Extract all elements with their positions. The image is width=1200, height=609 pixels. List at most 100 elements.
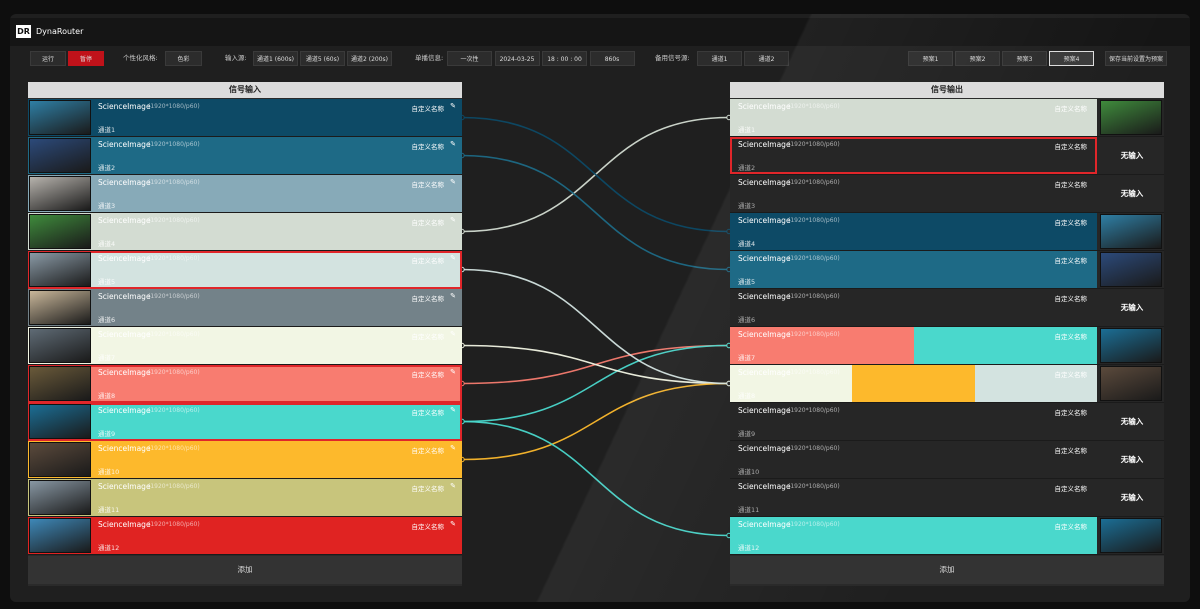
custom-name[interactable]: 自定义名称: [411, 295, 445, 303]
input-text: ScienceImage (1920*1080/p60) 自定义名称 通道10 ✎: [90, 441, 462, 478]
input-text: ScienceImage (1920*1080/p60) 自定义名称 通道7 ✎: [90, 327, 462, 364]
custom-name[interactable]: 自定义名称: [1054, 371, 1088, 379]
resolution: (1920*1080/p60): [148, 521, 200, 528]
custom-name[interactable]: 自定义名称: [1054, 333, 1088, 341]
input-row[interactable]: ScienceImage (1920*1080/p60) 自定义名称 通道11 ✎: [28, 479, 462, 517]
custom-name[interactable]: 自定义名称: [411, 181, 445, 189]
channel-label: 通道12: [98, 544, 120, 552]
input-row[interactable]: ScienceImage (1920*1080/p60) 自定义名称 通道8 ✎: [28, 365, 462, 403]
output-bar: ScienceImage (1920*1080/p60) 自定义名称 通道3: [730, 175, 1097, 212]
output-row[interactable]: ScienceImage (1920*1080/p60) 自定义名称 通道5: [730, 251, 1164, 289]
source-name: ScienceImage: [98, 254, 151, 263]
title-bar: DR DynaRouter: [10, 18, 1190, 46]
custom-name[interactable]: 自定义名称: [411, 333, 445, 341]
input-row[interactable]: ScienceImage (1920*1080/p60) 自定义名称 通道6 ✎: [28, 289, 462, 327]
source-segment: [730, 327, 915, 364]
preset-button[interactable]: 预案1: [908, 51, 953, 66]
custom-name[interactable]: 自定义名称: [411, 447, 445, 455]
custom-name[interactable]: 自定义名称: [411, 105, 445, 113]
run-button[interactable]: 运行: [30, 51, 66, 66]
custom-name[interactable]: 自定义名称: [411, 409, 445, 417]
input-row[interactable]: ScienceImage (1920*1080/p60) 自定义名称 通道2 ✎: [28, 137, 462, 175]
input-row[interactable]: ScienceImage (1920*1080/p60) 自定义名称 通道5 ✎: [28, 251, 462, 289]
custom-name[interactable]: 自定义名称: [1054, 257, 1088, 265]
output-row[interactable]: ScienceImage (1920*1080/p60) 自定义名称 通道3 无输入: [730, 175, 1164, 213]
custom-name[interactable]: 自定义名称: [411, 219, 445, 227]
resolution: (1920*1080/p60): [788, 407, 840, 414]
custom-name[interactable]: 自定义名称: [411, 371, 445, 379]
custom-name[interactable]: 自定义名称: [411, 143, 445, 151]
output-row[interactable]: ScienceImage (1920*1080/p60) 自定义名称 通道4: [730, 213, 1164, 251]
output-row[interactable]: ScienceImage (1920*1080/p60) 自定义名称 通道10 无输入: [730, 441, 1164, 479]
custom-name[interactable]: 自定义名称: [1054, 409, 1088, 417]
connection-line: [461, 420, 730, 537]
broadcast-field[interactable]: 2024-03-25: [494, 51, 540, 66]
edit-icon: ✎: [450, 482, 456, 490]
output-row[interactable]: ScienceImage (1920*1080/p60) 自定义名称 通道7: [730, 327, 1164, 365]
custom-name[interactable]: 自定义名称: [1054, 181, 1088, 189]
source-segment: [974, 365, 1097, 402]
backup-button[interactable]: 通道1: [697, 51, 742, 66]
source-name: ScienceImage: [738, 292, 791, 301]
input-row[interactable]: ScienceImage (1920*1080/p60) 自定义名称 通道4 ✎: [28, 213, 462, 251]
output-row[interactable]: ScienceImage (1920*1080/p60) 自定义名称 通道1: [730, 99, 1164, 137]
custom-name[interactable]: 自定义名称: [411, 257, 445, 265]
input-row[interactable]: ScienceImage (1920*1080/p60) 自定义名称 通道1 ✎: [28, 99, 462, 137]
add-button[interactable]: 添加: [730, 556, 1164, 584]
edit-icon: ✎: [450, 368, 456, 376]
output-row[interactable]: ScienceImage (1920*1080/p60) 自定义名称 通道2 无输入: [730, 137, 1164, 175]
resolution: (1920*1080/p60): [788, 179, 840, 186]
source-name: ScienceImage: [98, 406, 151, 415]
preset-button[interactable]: 预案4: [1049, 51, 1094, 66]
input-text: ScienceImage (1920*1080/p60) 自定义名称 通道5 ✎: [90, 251, 462, 288]
output-row[interactable]: ScienceImage (1920*1080/p60) 自定义名称 通道8: [730, 365, 1164, 403]
resolution: (1920*1080/p60): [788, 331, 840, 338]
backup-button[interactable]: 通道2: [744, 51, 789, 66]
preset-button[interactable]: 预案2: [955, 51, 1000, 66]
output-row[interactable]: ScienceImage (1920*1080/p60) 自定义名称 通道11 无输入: [730, 479, 1164, 517]
channel-label: 通道2: [738, 164, 756, 172]
custom-name[interactable]: 自定义名称: [1054, 523, 1088, 531]
custom-name[interactable]: 自定义名称: [1054, 219, 1088, 227]
resolution: (1920*1080/p60): [148, 293, 200, 300]
custom-name[interactable]: 自定义名称: [411, 523, 445, 531]
custom-name[interactable]: 自定义名称: [1054, 295, 1088, 303]
source-segment: [730, 213, 1097, 250]
input-row[interactable]: ScienceImage (1920*1080/p60) 自定义名称 通道7 ✎: [28, 327, 462, 365]
resolution: (1920*1080/p60): [148, 445, 200, 452]
input-thumbnail: [29, 214, 91, 249]
input-text: ScienceImage (1920*1080/p60) 自定义名称 通道4 ✎: [90, 213, 462, 250]
add-button[interactable]: 添加: [28, 556, 462, 584]
broadcast-field[interactable]: 860s: [589, 51, 635, 66]
custom-name[interactable]: 自定义名称: [1054, 105, 1088, 113]
output-row[interactable]: ScienceImage (1920*1080/p60) 自定义名称 通道6 无输入: [730, 289, 1164, 327]
custom-name[interactable]: 自定义名称: [1054, 143, 1088, 151]
output-row[interactable]: ScienceImage (1920*1080/p60) 自定义名称 通道9 无输入: [730, 403, 1164, 441]
resolution: (1920*1080/p60): [788, 445, 840, 452]
channel-label: 通道5: [738, 278, 756, 286]
output-row[interactable]: ScienceImage (1920*1080/p60) 自定义名称 通道12: [730, 517, 1164, 555]
custom-name[interactable]: 自定义名称: [1054, 447, 1088, 455]
output-thumbnail: [1100, 328, 1162, 363]
input-row[interactable]: ScienceImage (1920*1080/p60) 自定义名称 通道10 ✎: [28, 441, 462, 479]
input-row[interactable]: ScienceImage (1920*1080/p60) 自定义名称 通道3 ✎: [28, 175, 462, 213]
custom-name[interactable]: 自定义名称: [1054, 485, 1088, 493]
preset-button[interactable]: 预案3: [1002, 51, 1047, 66]
custom-name[interactable]: 自定义名称: [411, 485, 445, 493]
channel-label: 通道9: [98, 430, 116, 438]
input-source-button[interactable]: 通道1 (600s): [253, 51, 298, 66]
pause-button[interactable]: 暂停: [68, 51, 104, 66]
output-thumbnail: [1100, 366, 1162, 401]
style-select[interactable]: 色彩: [165, 51, 202, 66]
input-row[interactable]: ScienceImage (1920*1080/p60) 自定义名称 通道9 ✎: [28, 403, 462, 441]
save-preset-button[interactable]: 保存当前设置为预案: [1105, 51, 1167, 66]
logo: DR: [16, 25, 31, 38]
input-source-button[interactable]: 通道5 (60s): [300, 51, 345, 66]
input-source-button[interactable]: 通道2 (200s): [347, 51, 392, 66]
broadcast-field[interactable]: 18 : 00 : 00: [542, 51, 587, 66]
resolution: (1920*1080/p60): [148, 103, 200, 110]
input-row[interactable]: ScienceImage (1920*1080/p60) 自定义名称 通道12 ✎: [28, 517, 462, 555]
resolution: (1920*1080/p60): [788, 521, 840, 528]
broadcast-field[interactable]: 一次性: [447, 51, 492, 66]
